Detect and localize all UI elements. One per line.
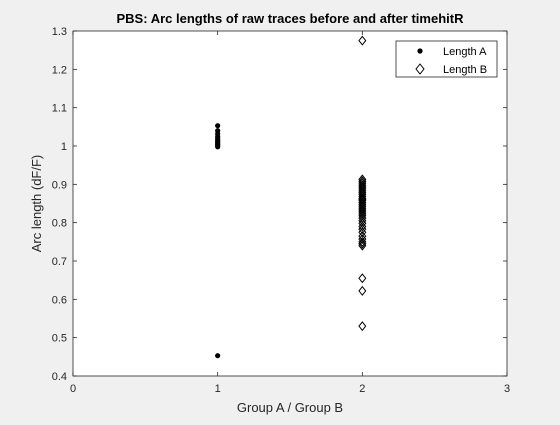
legend-marker-length-b [415, 63, 425, 75]
data-point-length-b [358, 221, 367, 232]
legend-label-length-b: Length B [443, 64, 487, 76]
data-point-length-b [358, 194, 367, 205]
y-tick-label: 1 [61, 141, 67, 153]
y-tick-label: 0.9 [52, 179, 67, 191]
data-point-length-a [215, 353, 221, 359]
y-tick-label: 0.6 [52, 294, 67, 306]
y-tick-label: 0.8 [52, 218, 67, 230]
data-point-length-b [358, 273, 367, 284]
legend-label-length-a: Length A [443, 46, 487, 58]
plot-area [73, 31, 507, 376]
legend: Length A Length B [395, 40, 498, 78]
chart-title: PBS: Arc lengths of raw traces before an… [117, 11, 465, 26]
data-point-length-b [358, 240, 367, 251]
y-axis-label: Arc length (dF/F) [29, 155, 44, 253]
x-axis-label: Group A / Group B [237, 400, 343, 415]
data-point-length-b [358, 238, 367, 249]
axes-box [72, 30, 508, 377]
data-point-length-b [358, 35, 367, 46]
data-point-length-b [358, 236, 367, 247]
y-tick-label: 1.3 [52, 26, 67, 38]
x-tick-label: 1 [215, 383, 221, 395]
y-tick-label: 0.5 [52, 333, 67, 345]
y-tick-label: 0.4 [52, 371, 67, 383]
data-point-length-a [215, 144, 221, 150]
data-point-length-b [358, 321, 367, 332]
data-point-length-b [358, 285, 367, 296]
legend-box [395, 40, 498, 78]
data-point-length-b [358, 227, 367, 238]
legend-marker-length-a [417, 48, 423, 54]
y-tick-label: 1.2 [52, 64, 67, 76]
y-tick-label: 1.1 [52, 103, 67, 115]
data-point-length-b [358, 234, 367, 245]
y-tick-label: 0.7 [52, 256, 67, 268]
x-tick-label: 0 [70, 383, 76, 395]
data-point-length-b [358, 208, 367, 219]
x-tick-label: 3 [504, 383, 510, 395]
data-point-length-a [215, 123, 221, 129]
data-point-length-b [358, 224, 367, 235]
x-tick-label: 2 [359, 383, 365, 395]
